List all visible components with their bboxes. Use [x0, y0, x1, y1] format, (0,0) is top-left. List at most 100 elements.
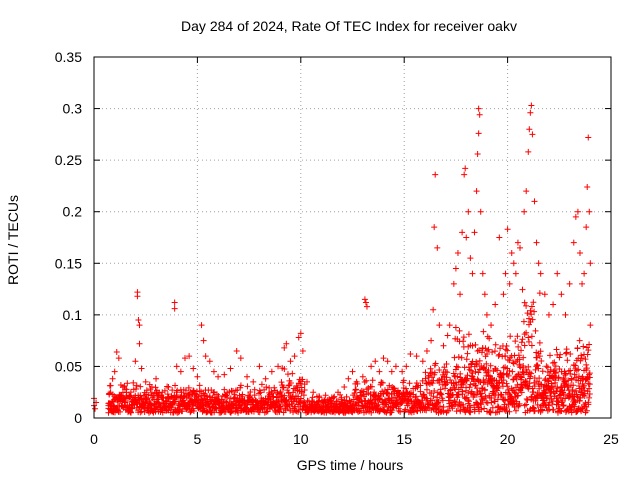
y-tick-label: 0.25: [55, 152, 82, 168]
data-point: [388, 368, 395, 375]
band-point: [583, 344, 590, 351]
band-point: [114, 406, 121, 413]
data-point: [200, 337, 207, 344]
data-point: [587, 322, 594, 329]
band-point: [534, 362, 541, 369]
band-point: [489, 404, 496, 411]
band-point: [503, 380, 510, 387]
band-point: [289, 370, 296, 377]
band-point: [368, 399, 375, 406]
band-point: [471, 406, 478, 413]
band-point: [466, 384, 473, 391]
data-point: [444, 332, 451, 339]
band-point: [392, 402, 399, 409]
band-point: [528, 394, 535, 401]
band-point: [455, 364, 462, 371]
band-point: [237, 382, 244, 389]
band-point: [343, 393, 350, 400]
band-point: [470, 391, 477, 398]
band-point: [455, 391, 462, 398]
band-point: [174, 387, 181, 394]
band-point: [253, 397, 260, 404]
band-point: [153, 403, 160, 410]
data-point: [525, 148, 532, 155]
band-point: [486, 335, 493, 342]
band-point: [355, 399, 362, 406]
band-point: [465, 397, 472, 404]
band-point: [281, 366, 288, 372]
band-point: [295, 407, 302, 414]
band-point: [506, 357, 513, 364]
data-point: [227, 365, 234, 372]
band-point: [400, 377, 407, 384]
data-point: [171, 299, 178, 306]
band-point: [301, 399, 308, 406]
band-point: [500, 364, 507, 371]
data-point: [430, 306, 437, 313]
band-point: [390, 384, 397, 391]
y-tick-label: 0.15: [55, 255, 82, 271]
band-point: [536, 339, 543, 346]
band-point: [172, 382, 179, 389]
band-point: [363, 377, 370, 384]
band-point: [583, 365, 590, 372]
data-point: [457, 291, 464, 298]
band-point: [492, 341, 499, 348]
data-point: [510, 260, 517, 267]
band-point: [169, 387, 176, 394]
data-point: [283, 340, 290, 347]
band-point: [532, 327, 539, 334]
band-point: [414, 408, 421, 415]
band-point: [531, 308, 538, 315]
data-point: [194, 373, 201, 380]
band-point: [140, 404, 147, 411]
band-point: [582, 399, 589, 406]
band-point: [481, 364, 488, 371]
data-point: [474, 150, 481, 157]
band-point: [416, 399, 423, 406]
band-point: [284, 387, 291, 394]
data-point: [328, 394, 335, 401]
band-point: [168, 404, 175, 411]
band-point: [384, 389, 391, 396]
band-point: [487, 362, 494, 369]
band-point: [221, 386, 228, 393]
data-point: [173, 363, 180, 370]
band-point: [515, 343, 522, 350]
data-point: [233, 347, 240, 354]
band-point: [500, 377, 507, 384]
band-point: [521, 299, 528, 306]
band-point: [520, 369, 527, 376]
data-point: [469, 270, 476, 277]
data-point: [496, 234, 503, 241]
band-point: [346, 397, 353, 404]
data-point: [506, 280, 513, 287]
band-point: [535, 365, 542, 372]
band-point: [133, 382, 140, 389]
band-point: [483, 399, 490, 406]
band-point: [505, 372, 512, 379]
band-point: [560, 402, 567, 409]
band-point: [361, 379, 368, 386]
band-point: [162, 403, 169, 410]
band-point: [578, 352, 585, 359]
band-point: [485, 367, 492, 374]
data-point: [483, 311, 490, 318]
band-point: [581, 387, 588, 394]
band-point: [474, 348, 481, 355]
band-point: [421, 391, 428, 398]
band-point: [190, 387, 197, 394]
band-point: [417, 388, 424, 395]
data-point: [368, 363, 375, 370]
data-point: [281, 344, 288, 351]
data-point: [268, 368, 275, 375]
band-point: [277, 403, 284, 410]
band-point: [512, 338, 519, 345]
data-point: [407, 351, 414, 358]
band-point: [155, 399, 162, 406]
data-point: [584, 183, 591, 190]
band-point: [530, 388, 537, 395]
band-point: [232, 387, 239, 394]
band-point: [515, 392, 522, 399]
data-point: [363, 303, 370, 310]
